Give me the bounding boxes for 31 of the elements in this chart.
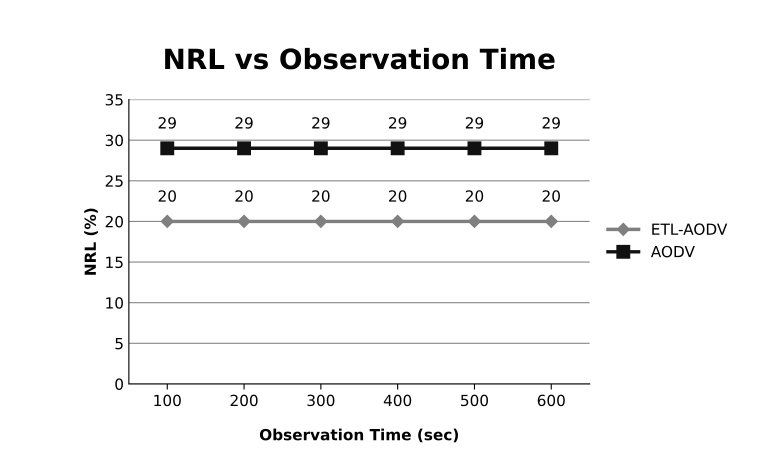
- data-label: 20: [389, 190, 406, 202]
- legend-label: AODV: [650, 246, 695, 258]
- chart-title: NRL vs Observation Time: [165, 48, 555, 70]
- legend-label: ETL-AODV: [652, 223, 728, 235]
- x-tick-label: 500: [461, 394, 488, 406]
- data-label: 29: [235, 117, 253, 129]
- y-tick-label: 15: [106, 256, 123, 268]
- x-tick-label: 400: [384, 394, 412, 406]
- data-label: 20: [158, 190, 176, 202]
- y-tick-label: 35: [106, 94, 123, 106]
- y-tick-label: 0: [115, 378, 123, 390]
- y-axis-title: NRL (%): [84, 208, 98, 275]
- data-label: 29: [542, 117, 560, 129]
- data-label: 20: [466, 190, 484, 202]
- data-label: 29: [158, 117, 176, 129]
- x-tick-label: 100: [154, 394, 181, 406]
- y-tick-label: 20: [106, 216, 123, 228]
- y-tick-label: 30: [106, 134, 123, 146]
- data-label: 29: [466, 117, 484, 129]
- y-tick-label: 5: [115, 338, 123, 350]
- data-label: 29: [389, 117, 406, 129]
- x-tick-label: 600: [538, 394, 565, 406]
- data-label: 20: [542, 190, 560, 202]
- data-label: 29: [312, 117, 330, 129]
- data-label: 20: [235, 190, 253, 202]
- x-tick-label: 200: [230, 394, 258, 406]
- y-tick-label: 10: [106, 297, 123, 309]
- y-tick-label: 25: [106, 175, 123, 187]
- x-tick-label: 300: [307, 394, 334, 406]
- data-label: 20: [312, 190, 330, 202]
- x-axis-title: Observation Time (sec): [260, 428, 458, 442]
